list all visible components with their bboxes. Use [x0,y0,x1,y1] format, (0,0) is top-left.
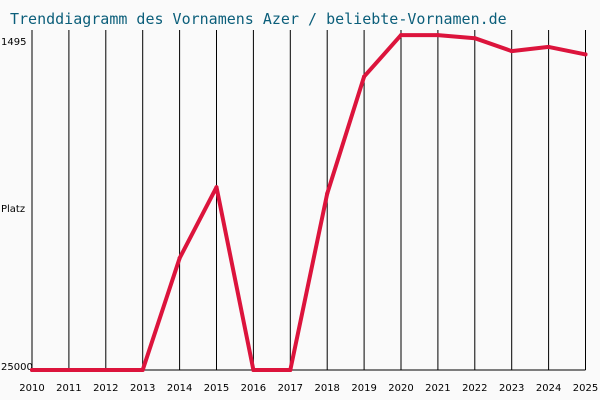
data-point-2017 [288,368,293,372]
x-tick-label-2015: 2015 [204,383,229,394]
x-tick-label-2010: 2010 [19,383,44,394]
data-point-2025 [583,52,588,57]
chart-title: Trenddiagramm des Vornamens Azer / belie… [10,10,507,28]
x-tick-label-2011: 2011 [56,383,81,394]
data-point-2014 [177,256,182,261]
data-point-2015 [214,185,219,190]
y-axis-title: Platz [1,204,25,215]
x-tick-label-2019: 2019 [351,383,376,394]
data-point-2010 [30,368,34,372]
x-tick-label-2022: 2022 [462,383,487,394]
x-tick-label-2012: 2012 [93,383,118,394]
data-point-2024 [546,44,551,49]
x-tick-label-2014: 2014 [167,383,192,394]
data-point-2012 [103,368,108,372]
x-tick-label-2016: 2016 [241,383,266,394]
data-point-2018 [325,191,330,196]
data-point-2019 [362,74,367,79]
x-tick-label-2024: 2024 [536,383,561,394]
data-point-2022 [472,36,477,41]
x-tick-label-2017: 2017 [278,383,303,394]
x-tick-label-2023: 2023 [499,383,524,394]
data-point-2011 [66,368,71,372]
y-label-top: 1495 [1,37,26,48]
series-line [30,33,588,372]
data-point-2020 [399,33,403,38]
data-point-2021 [435,33,440,38]
x-tick-label-2013: 2013 [130,383,155,394]
data-point-2013 [140,368,145,372]
x-tick-label-2025: 2025 [573,383,598,394]
x-tick-label-2020: 2020 [388,383,413,394]
data-point-2023 [509,49,514,54]
y-label-bottom: 25000 [1,362,33,373]
grid [32,30,586,371]
data-point-2016 [251,368,256,372]
x-axis-labels: 2010 2011 2012 2013 2014 2015 2016 2017 2018 2019… [19,383,598,394]
x-tick-label-2018: 2018 [314,383,339,394]
x-tick-label-2021: 2021 [425,383,450,394]
